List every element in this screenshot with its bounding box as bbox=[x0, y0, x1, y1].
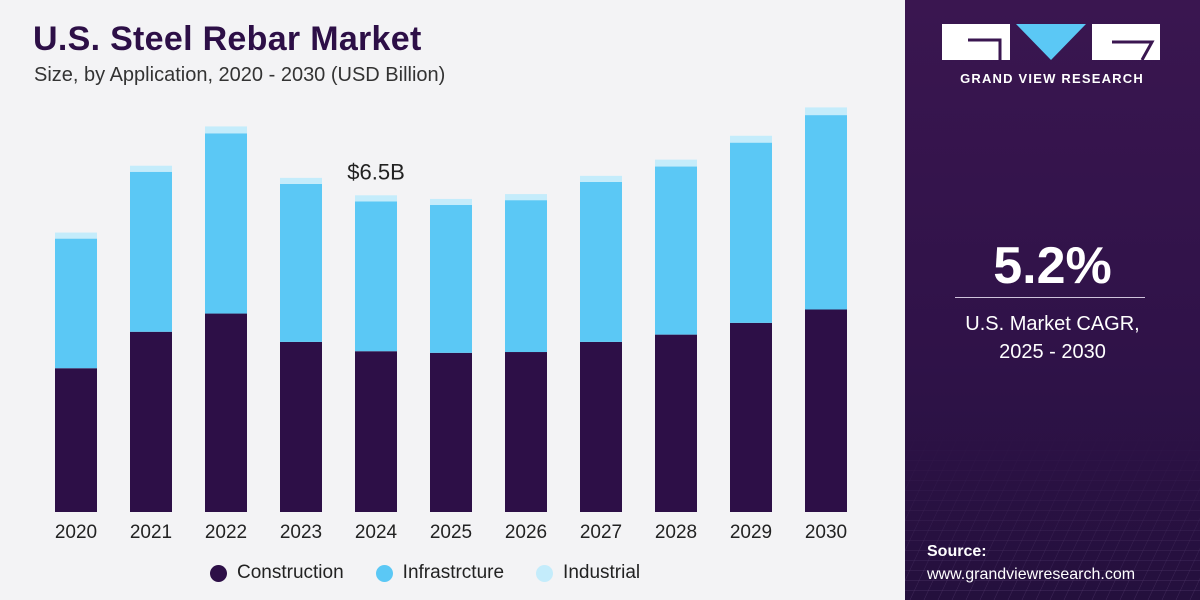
gvr-logo-icon bbox=[942, 24, 1160, 61]
bar-construction-2024 bbox=[355, 351, 397, 512]
x-tick-label-2022: 2022 bbox=[205, 522, 247, 543]
x-tick-label-2023: 2023 bbox=[280, 522, 322, 543]
decorative-grid-pattern bbox=[905, 430, 1200, 600]
bar-industrial-2030 bbox=[805, 107, 847, 116]
bar-industrial-2024 bbox=[355, 195, 397, 202]
bar-industrial-2023 bbox=[280, 177, 322, 184]
cagr-label-line2: 2025 - 2030 bbox=[999, 341, 1106, 363]
bar-industrial-2025 bbox=[430, 198, 472, 206]
x-tick-label-2021: 2021 bbox=[130, 522, 172, 543]
legend-swatch-infrastructure bbox=[375, 564, 393, 582]
bar-infrastrcture-2029 bbox=[730, 142, 772, 323]
bar-construction-2026 bbox=[505, 352, 547, 512]
bar-industrial-2027 bbox=[580, 175, 622, 182]
x-tick-label-2028: 2028 bbox=[655, 522, 697, 543]
bar-infrastrcture-2024 bbox=[355, 201, 397, 352]
chart-panel: U.S. Steel Rebar Market Size, by Applica… bbox=[33, 20, 848, 584]
legend-item-infrastructure: Infrastrcture bbox=[375, 562, 505, 584]
bar-industrial-2021 bbox=[130, 165, 172, 172]
bar-industrial-2028 bbox=[655, 159, 697, 167]
bar-construction-2020 bbox=[55, 368, 97, 512]
bar-infrastrcture-2023 bbox=[280, 183, 322, 342]
x-tick-label-2024: 2024 bbox=[355, 522, 398, 543]
bar-construction-2030 bbox=[805, 309, 847, 512]
x-tick-label-2025: 2025 bbox=[430, 522, 472, 543]
legend-label-construction: Construction bbox=[237, 562, 344, 583]
legend-swatch-industrial bbox=[536, 564, 554, 582]
x-tick-label-2026: 2026 bbox=[505, 522, 547, 543]
bar-industrial-2022 bbox=[205, 126, 247, 134]
source-url[interactable]: www.grandviewresearch.com bbox=[927, 566, 1136, 583]
bar-construction-2027 bbox=[580, 341, 622, 512]
legend-item-construction: Construction bbox=[210, 562, 344, 584]
bar-construction-2025 bbox=[430, 352, 472, 512]
x-tick-label-2020: 2020 bbox=[55, 522, 97, 543]
cagr-label-line1: U.S. Market CAGR, bbox=[965, 313, 1140, 335]
bar-construction-2021 bbox=[130, 331, 172, 512]
bar-infrastrcture-2025 bbox=[430, 205, 472, 353]
x-tick-label-2029: 2029 bbox=[730, 522, 772, 543]
x-tick-label-2030: 2030 bbox=[805, 522, 847, 543]
bar-construction-2022 bbox=[205, 313, 247, 512]
bar-construction-2023 bbox=[280, 341, 322, 512]
source-label: Source: bbox=[927, 543, 987, 560]
cagr-divider bbox=[955, 297, 1145, 298]
brand-name: GRAND VIEW RESEARCH bbox=[960, 71, 1144, 86]
legend-item-industrial: Industrial bbox=[536, 562, 640, 584]
bar-industrial-2026 bbox=[505, 194, 547, 201]
bar-construction-2029 bbox=[730, 322, 772, 512]
legend-swatch-construction bbox=[210, 564, 227, 582]
bar-infrastrcture-2022 bbox=[205, 133, 247, 314]
bar-infrastrcture-2028 bbox=[655, 166, 697, 335]
x-tick-label-2027: 2027 bbox=[580, 522, 622, 543]
stats-panel: GRAND VIEW RESEARCH 5.2% U.S. Market CAG… bbox=[905, 0, 1200, 600]
legend-label-industrial: Industrial bbox=[563, 562, 641, 583]
chart-legend: Construction Infrastrcture Industrial bbox=[210, 562, 672, 584]
bar-infrastrcture-2027 bbox=[580, 181, 622, 342]
bar-industrial-2029 bbox=[730, 135, 772, 143]
chart-subtitle: Size, by Application, 2020 - 2030 (USD B… bbox=[34, 64, 446, 86]
bar-infrastrcture-2030 bbox=[805, 115, 847, 310]
bar-infrastrcture-2026 bbox=[505, 200, 547, 353]
cagr-label: U.S. Market CAGR, 2025 - 2030 bbox=[905, 310, 1200, 366]
data-label-2024: $6.5B bbox=[347, 159, 405, 184]
bar-industrial-2020 bbox=[55, 232, 97, 239]
legend-label-infrastructure: Infrastrcture bbox=[402, 562, 505, 583]
stacked-bar-chart: 2020 2021 2022 2023 2024 2025 2026 2027 2028 2029… bbox=[55, 107, 847, 543]
bar-infrastrcture-2021 bbox=[130, 171, 172, 332]
bar-construction-2028 bbox=[655, 334, 697, 512]
bar-infrastrcture-2020 bbox=[55, 238, 97, 369]
cagr-value: 5.2% bbox=[993, 237, 1112, 295]
chart-title: U.S. Steel Rebar Market bbox=[33, 20, 422, 58]
